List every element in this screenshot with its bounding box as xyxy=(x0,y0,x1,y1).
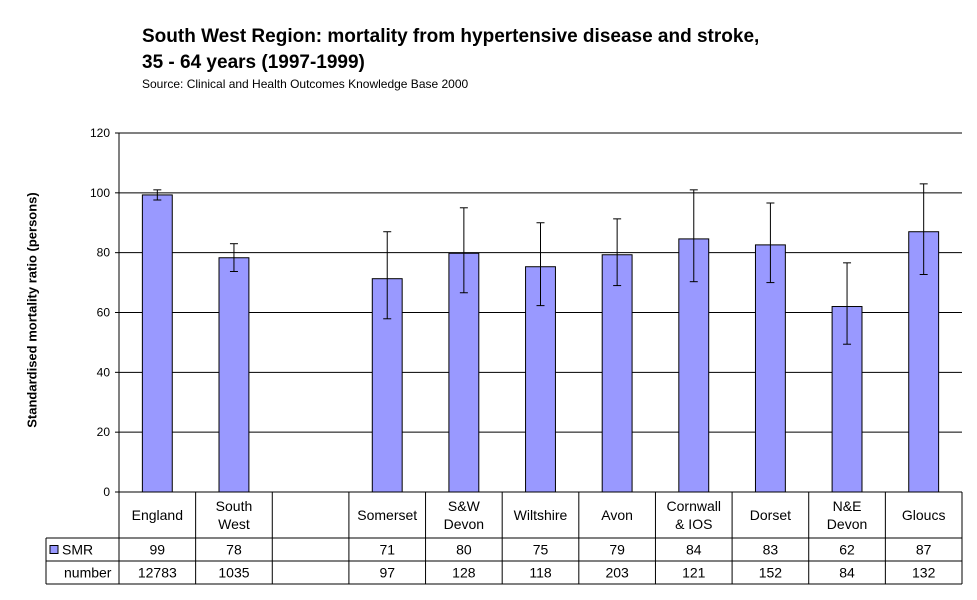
y-tick-label: 0 xyxy=(103,485,110,499)
y-tick-label: 20 xyxy=(97,425,111,439)
category-label: Somerset xyxy=(357,507,417,523)
category-label: Devon xyxy=(827,516,867,532)
y-tick-label: 100 xyxy=(90,186,110,200)
data-table: England South West Somerset S&W Devon Wiltshir… xyxy=(45,491,963,585)
category-label: England xyxy=(132,507,183,523)
table-cell: 83 xyxy=(763,542,779,558)
category-label: Dorset xyxy=(750,507,791,523)
chart-title-line2: 35 - 64 years (1997-1999) xyxy=(142,52,365,73)
bar xyxy=(141,194,173,493)
table-cell: 99 xyxy=(150,542,166,558)
bar xyxy=(218,257,250,493)
bars xyxy=(141,194,940,493)
y-tick-label: 80 xyxy=(97,246,111,260)
table-cell: 132 xyxy=(912,565,936,581)
category-label: Wiltshire xyxy=(514,507,568,523)
axes xyxy=(115,132,120,493)
y-tick-label: 120 xyxy=(90,126,110,140)
category-label: South xyxy=(216,498,253,514)
table-cell: 203 xyxy=(605,565,629,581)
error-bars xyxy=(153,183,928,345)
table-cell: 97 xyxy=(379,565,395,581)
category-label: Devon xyxy=(444,516,484,532)
table-cell: 75 xyxy=(533,542,549,558)
category-label: S&W xyxy=(448,498,481,514)
chart-source: Source: Clinical and Health Outcomes Kno… xyxy=(142,77,469,91)
category-label: Cornwall xyxy=(667,498,721,514)
category-label: N&E xyxy=(833,498,862,514)
category-label: West xyxy=(218,516,250,532)
table-cell: 12783 xyxy=(138,565,177,581)
table-cell: 152 xyxy=(759,565,783,581)
table-cell: 87 xyxy=(916,542,932,558)
chart-title-line1: South West Region: mortality from hypert… xyxy=(142,26,760,47)
table-row-label: SMR xyxy=(62,542,93,558)
y-tick-label: 60 xyxy=(97,306,111,320)
table-cell: 1035 xyxy=(218,565,249,581)
table-cell: 62 xyxy=(839,542,855,558)
category-label: & IOS xyxy=(675,516,712,532)
y-tick-label: 40 xyxy=(97,365,111,379)
table-cell: 79 xyxy=(609,542,625,558)
table-cell: 84 xyxy=(839,565,855,581)
table-cell: 78 xyxy=(226,542,242,558)
table-cell: 71 xyxy=(379,542,395,558)
legend-swatch xyxy=(49,545,59,554)
table-cell: 128 xyxy=(452,565,476,581)
table-cell: 80 xyxy=(456,542,472,558)
table-cell: 118 xyxy=(529,565,552,581)
table-cell: 84 xyxy=(686,542,702,558)
category-label: Avon xyxy=(601,507,633,523)
table-cell: 121 xyxy=(682,565,706,581)
y-tick-labels: 0 20 40 60 80 100 120 xyxy=(90,126,110,499)
bar xyxy=(601,254,633,493)
bar xyxy=(908,231,940,493)
category-label: Gloucs xyxy=(902,507,946,523)
table-row-label: number xyxy=(64,565,112,581)
